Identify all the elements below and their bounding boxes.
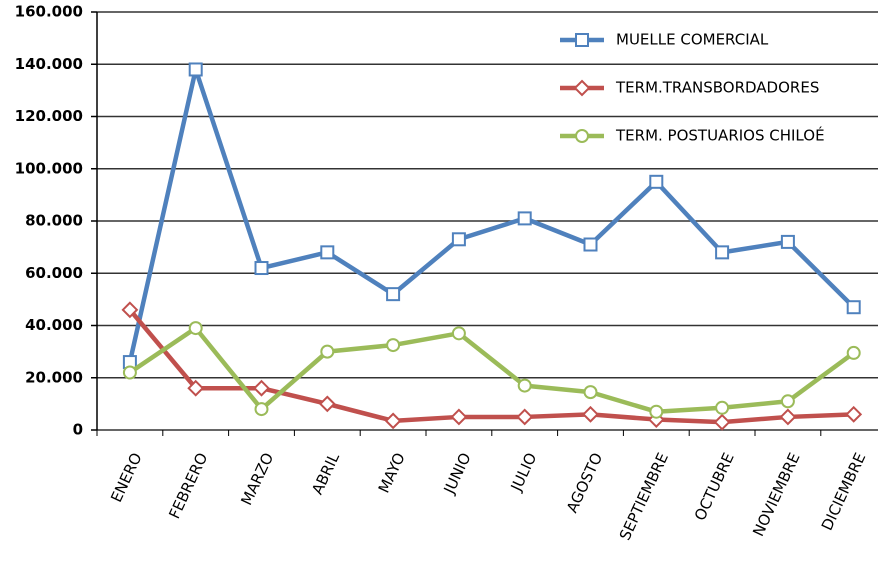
y-tick-label: 140.000 — [15, 55, 83, 73]
marker — [573, 79, 591, 97]
marker — [451, 326, 466, 341]
marker — [386, 338, 401, 353]
marker — [254, 402, 269, 417]
y-tick-label: 160.000 — [15, 3, 83, 21]
marker — [583, 385, 598, 400]
marker — [649, 174, 664, 189]
y-tick-label: 120.000 — [15, 107, 83, 125]
marker — [517, 211, 532, 226]
marker — [780, 234, 795, 249]
y-tick-label: 40.000 — [25, 316, 83, 334]
marker — [320, 344, 335, 359]
marker — [575, 33, 589, 47]
marker — [845, 405, 863, 423]
legend-label: MUELLE COMERCIAL — [616, 31, 769, 49]
x-tick-label: AGOSTO — [563, 450, 606, 516]
marker — [122, 365, 137, 380]
marker — [451, 232, 466, 247]
marker — [583, 237, 598, 252]
series-line — [127, 67, 856, 363]
marker — [320, 245, 335, 260]
y-tick-label: 80.000 — [25, 212, 83, 230]
marker — [188, 62, 203, 77]
x-tick-label: FEBRERO — [165, 450, 211, 522]
marker — [715, 400, 730, 415]
marker — [384, 412, 402, 430]
marker — [188, 321, 203, 336]
marker — [575, 129, 589, 143]
legend-label: TERM.TRANSBORDADORES — [615, 79, 819, 97]
y-tick-label: 100.000 — [15, 159, 83, 177]
x-tick-label: ABRIL — [308, 449, 343, 497]
legend-label: TERM. POSTUARIOS CHILOÉ — [615, 126, 825, 145]
x-tick-label: SEPTIEMBRE — [616, 450, 672, 543]
y-tick-label: 60.000 — [25, 264, 83, 282]
x-tick-label: NOVIEMBRE — [749, 450, 803, 539]
x-tick-label: DICIEMBRE — [818, 450, 870, 533]
marker — [649, 404, 664, 419]
marker — [386, 287, 401, 302]
series-line — [128, 325, 856, 414]
marker — [715, 245, 730, 260]
marker — [582, 405, 599, 423]
x-tick-label: MARZO — [237, 450, 277, 508]
x-tick-label: JULIO — [507, 450, 541, 495]
marker — [450, 408, 468, 426]
marker — [516, 408, 534, 426]
marker — [779, 408, 797, 426]
marker — [713, 413, 731, 431]
series-line — [128, 308, 854, 425]
marker — [121, 301, 139, 319]
marker — [318, 395, 336, 413]
marker — [517, 378, 532, 393]
x-tick-label: MAYO — [375, 450, 409, 496]
marker — [254, 261, 269, 276]
x-tick-label: ENERO — [107, 450, 145, 505]
marker — [780, 394, 795, 409]
marker — [253, 379, 270, 397]
x-tick-label: OCTUBRE — [691, 450, 738, 523]
marker — [846, 300, 861, 315]
x-tick-label: JUNIO — [440, 450, 475, 497]
marker — [187, 379, 205, 397]
marker — [846, 345, 861, 360]
y-tick-label: 20.000 — [25, 368, 83, 386]
y-tick-label: 0 — [73, 421, 83, 439]
